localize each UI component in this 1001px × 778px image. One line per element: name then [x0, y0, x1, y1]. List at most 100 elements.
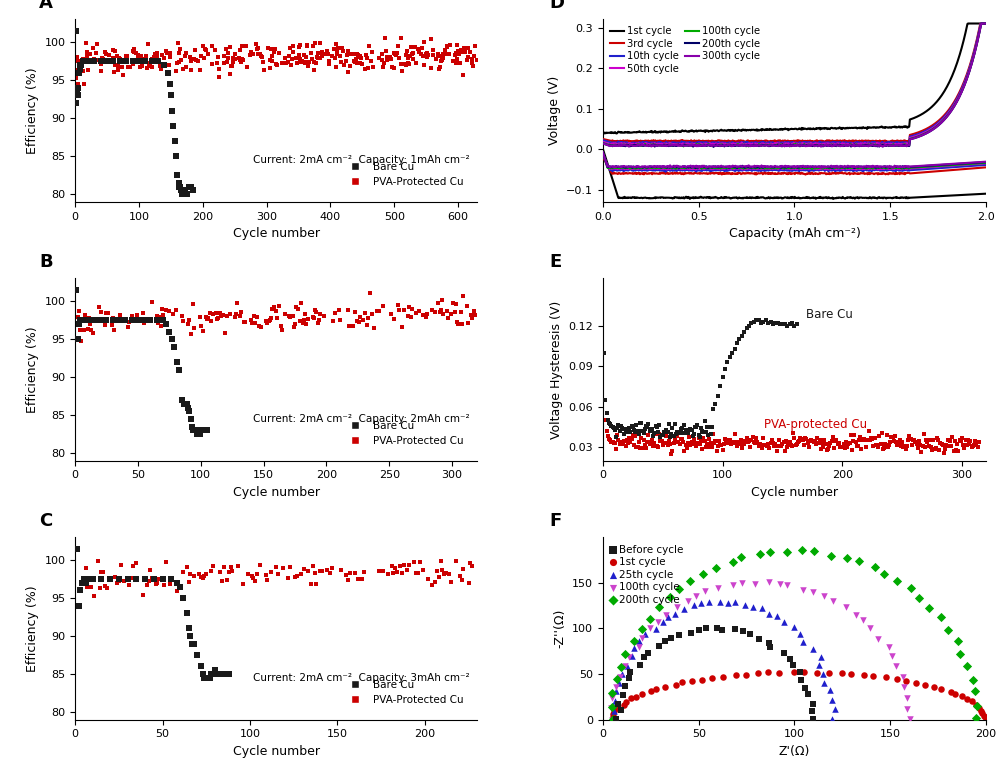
Point [297, 307, 313, 320]
200th cycle [851, 555, 867, 568]
Point [696, 426, 712, 439]
Point [683, 439, 699, 451]
Point [661, 418, 677, 430]
Point [394, 65, 410, 77]
Before cycle [623, 666, 639, 678]
Point [289, 303, 305, 315]
Point [380, 568, 396, 580]
Point [69, 86, 85, 98]
Point [144, 61, 160, 73]
Point [351, 56, 367, 68]
100th cycle [862, 622, 878, 634]
Point [114, 61, 130, 73]
Point [448, 39, 464, 51]
Point [70, 311, 86, 324]
Point [218, 42, 234, 54]
Point [447, 298, 463, 310]
Point [604, 419, 620, 432]
Point [175, 566, 191, 579]
Point [115, 69, 131, 82]
Point [911, 435, 927, 447]
Point [309, 51, 325, 64]
Point [145, 51, 161, 64]
Point [348, 53, 364, 65]
Point [288, 51, 304, 64]
Point [378, 45, 394, 58]
Point [195, 324, 211, 337]
Point [92, 55, 108, 68]
Point [467, 40, 483, 52]
Point [783, 439, 799, 451]
Point [419, 51, 435, 63]
Point [198, 671, 214, 684]
X-axis label: Cycle number: Cycle number [232, 227, 319, 240]
Point [203, 564, 219, 576]
Point [150, 317, 166, 329]
X-axis label: Cycle number: Cycle number [232, 486, 319, 499]
1st cycle [943, 685, 959, 698]
Point [452, 306, 468, 318]
Point [898, 443, 914, 455]
Point [395, 559, 411, 572]
Point [422, 33, 438, 45]
Point [232, 44, 248, 56]
Point [183, 54, 199, 67]
Point [181, 314, 197, 326]
Point [124, 314, 140, 327]
Point [235, 54, 251, 66]
Point [374, 61, 390, 73]
200th cycle [626, 635, 642, 647]
Point [744, 317, 760, 329]
Point [430, 50, 446, 62]
Point [81, 573, 97, 585]
Point [799, 433, 815, 445]
Point [374, 565, 390, 577]
Point [200, 48, 216, 61]
Point [730, 436, 746, 448]
Point [288, 301, 304, 314]
Point [879, 429, 895, 441]
Point [934, 438, 950, 450]
Point [93, 55, 109, 68]
Point [675, 436, 691, 448]
25th cycle [805, 643, 821, 655]
200th cycle [967, 685, 983, 697]
Point [202, 671, 218, 684]
Point [813, 443, 829, 455]
Point [913, 446, 929, 458]
1st cycle [786, 666, 802, 678]
Point [630, 426, 646, 438]
Point [878, 437, 894, 450]
1st cycle [964, 695, 980, 707]
200th cycle [794, 544, 810, 556]
Point [268, 305, 284, 317]
Point [378, 51, 394, 63]
Point [665, 445, 681, 457]
Point [304, 40, 320, 52]
Point [308, 305, 324, 317]
Point [159, 66, 175, 79]
Point [149, 310, 165, 323]
Point [750, 436, 766, 448]
Point [157, 303, 173, 316]
Point [464, 312, 480, 324]
Point [303, 578, 319, 591]
Point [777, 318, 793, 331]
Point [463, 57, 479, 69]
Point [868, 439, 884, 451]
200th cycle [839, 552, 855, 564]
Point [198, 424, 214, 436]
Point [947, 435, 963, 447]
Point [215, 561, 231, 573]
Point [732, 437, 748, 450]
Point [733, 434, 749, 447]
1st cycle [959, 693, 975, 706]
25th cycle [702, 596, 718, 608]
Point [253, 321, 269, 334]
Point [226, 311, 242, 324]
Point [665, 422, 681, 434]
Point [300, 56, 316, 68]
Point [70, 54, 86, 67]
Point [414, 41, 430, 54]
Point [834, 441, 850, 454]
